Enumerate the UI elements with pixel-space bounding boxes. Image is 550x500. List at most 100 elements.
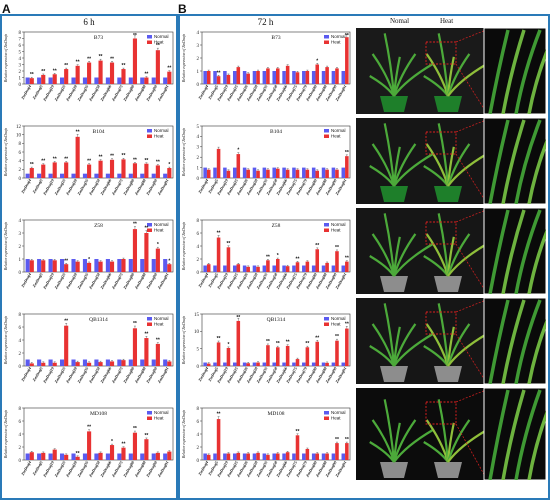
x-tick-label: ZmDnaj4 (19, 84, 32, 101)
significance-label: ** (99, 54, 103, 60)
bar-normal (37, 453, 42, 460)
bar-heat (226, 347, 231, 366)
bar-normal (82, 173, 88, 178)
bar-normal (117, 77, 122, 84)
bar-normal (25, 359, 30, 366)
significance-label: * (88, 257, 90, 263)
bar-heat (246, 453, 250, 460)
bar-heat (276, 68, 280, 84)
panel-b-frame (178, 14, 550, 500)
bar-heat (236, 452, 241, 460)
bar-heat (206, 71, 211, 84)
bar-normal (302, 453, 306, 460)
bar-normal (71, 259, 76, 272)
bar-normal (242, 167, 247, 178)
bar-heat (75, 261, 80, 272)
chart-b-md108: 0 2 4 6 8 Relative expression of ZmDnajs MD108… (182, 407, 351, 479)
bar-heat (236, 154, 241, 178)
bar-heat (335, 68, 339, 84)
bar-heat (121, 69, 126, 84)
significance-label: * (111, 439, 113, 445)
bar-normal (48, 173, 53, 178)
significance-label: ** (133, 426, 137, 432)
bar-normal (203, 362, 207, 366)
significance-label: ** (99, 155, 103, 161)
bar-normal (140, 77, 145, 84)
y-tick-label: 2 (19, 446, 22, 451)
pot-normal (380, 276, 408, 292)
leaf (446, 53, 471, 97)
y-axis-label: Relative expression of ZmDnajs (182, 409, 186, 459)
bar-normal (242, 265, 247, 272)
bar-normal (140, 259, 145, 272)
y-tick-label: 2 (197, 156, 200, 161)
bar-normal (59, 259, 65, 272)
bar-normal (163, 259, 168, 272)
legend-heat-label: Heat (331, 134, 341, 139)
bar-normal (262, 167, 267, 178)
leaf (393, 243, 434, 277)
bar-normal (232, 71, 237, 84)
bar-normal (203, 71, 207, 84)
y-tick-label: 4 (19, 433, 22, 438)
bar-heat (266, 260, 270, 272)
bar-normal (302, 167, 306, 178)
bar-normal (48, 453, 53, 460)
bar-heat (75, 456, 80, 460)
y-tick-label: 10 (16, 133, 22, 138)
bar-heat (295, 359, 300, 366)
significance-label: ** (30, 162, 34, 168)
y-tick-label: 15 (194, 313, 200, 318)
bar-normal (252, 71, 257, 84)
bar-heat (325, 169, 329, 178)
bar-heat (121, 159, 126, 178)
bar-heat (325, 67, 329, 84)
bar-normal (71, 453, 76, 460)
chart-title: MD108 (267, 411, 284, 417)
bar-heat (167, 71, 172, 84)
bar-heat (132, 432, 138, 460)
y-tick-label: 2 (197, 446, 200, 451)
bar-heat (167, 451, 172, 460)
bar-normal (252, 167, 257, 178)
legend-heat-label: Heat (154, 416, 164, 421)
bar-normal (37, 173, 42, 178)
significance-label: ** (64, 63, 68, 69)
significance-label: ** (64, 156, 68, 162)
pot-heat (434, 186, 462, 202)
bar-heat (226, 74, 231, 84)
zoom-leaf (501, 209, 526, 294)
bar-normal (94, 359, 99, 366)
legend-normal-label: Normal (154, 410, 169, 415)
bar-normal (331, 453, 336, 460)
photo-b73 (356, 28, 546, 114)
bar-normal (59, 453, 65, 460)
bar-heat (144, 163, 149, 178)
bar-heat (305, 261, 310, 272)
zoom-leaf (501, 299, 526, 384)
significance-label: ** (217, 336, 221, 342)
y-tick-label: 4 (19, 57, 22, 62)
y-tick-label: 6 (197, 420, 200, 425)
bar-heat (345, 328, 349, 366)
bar-normal (82, 453, 88, 460)
bar-normal (262, 265, 267, 272)
bar-heat (121, 360, 126, 366)
bar-normal (213, 362, 217, 366)
zoom-leaf (488, 299, 510, 384)
bar-normal (252, 265, 257, 272)
zoom-line (455, 153, 487, 203)
significance-label: ** (144, 226, 148, 232)
y-tick-label: 4 (197, 135, 200, 140)
bar-normal (94, 173, 99, 178)
y-tick-label: 4 (19, 339, 22, 344)
bar-normal (140, 453, 145, 460)
bar-normal (25, 77, 30, 84)
zoom-leaf (488, 119, 510, 204)
significance-label: * (237, 148, 239, 154)
legend-normal-label: Normal (331, 222, 346, 227)
bar-heat (325, 262, 329, 272)
bar-normal (37, 77, 42, 84)
bar-normal (163, 77, 168, 84)
bar-heat (335, 443, 339, 460)
